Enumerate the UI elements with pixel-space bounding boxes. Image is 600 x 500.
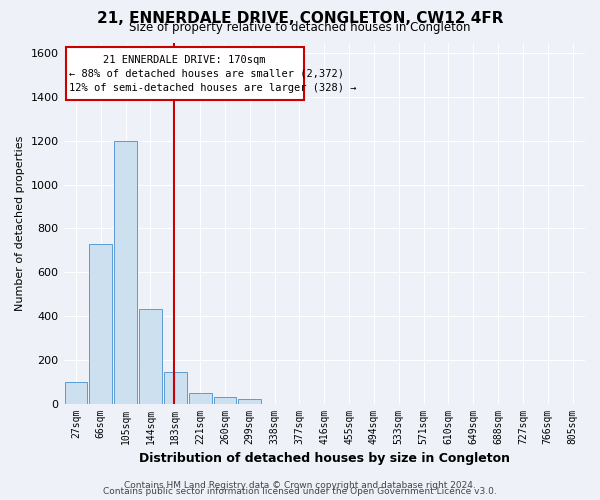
Bar [65, 47, 304, 100]
Text: Size of property relative to detached houses in Congleton: Size of property relative to detached ho… [129, 22, 471, 35]
Text: Contains public sector information licensed under the Open Government Licence v3: Contains public sector information licen… [103, 488, 497, 496]
Bar [164, 372, 187, 404]
Bar [238, 399, 261, 404]
Bar [139, 310, 162, 404]
Text: 21 ENNERDALE DRIVE: 170sqm: 21 ENNERDALE DRIVE: 170sqm [103, 54, 266, 64]
Bar [188, 392, 212, 404]
Y-axis label: Number of detached properties: Number of detached properties [15, 136, 25, 310]
Bar [214, 398, 236, 404]
Text: ← 88% of detached houses are smaller (2,372): ← 88% of detached houses are smaller (2,… [69, 69, 344, 79]
Text: Contains HM Land Registry data © Crown copyright and database right 2024.: Contains HM Land Registry data © Crown c… [124, 481, 476, 490]
Bar [65, 382, 88, 404]
Text: 12% of semi-detached houses are larger (328) →: 12% of semi-detached houses are larger (… [69, 83, 357, 93]
X-axis label: Distribution of detached houses by size in Congleton: Distribution of detached houses by size … [139, 452, 510, 465]
Bar [89, 244, 112, 404]
Text: 21, ENNERDALE DRIVE, CONGLETON, CW12 4FR: 21, ENNERDALE DRIVE, CONGLETON, CW12 4FR [97, 11, 503, 26]
Bar [114, 141, 137, 404]
